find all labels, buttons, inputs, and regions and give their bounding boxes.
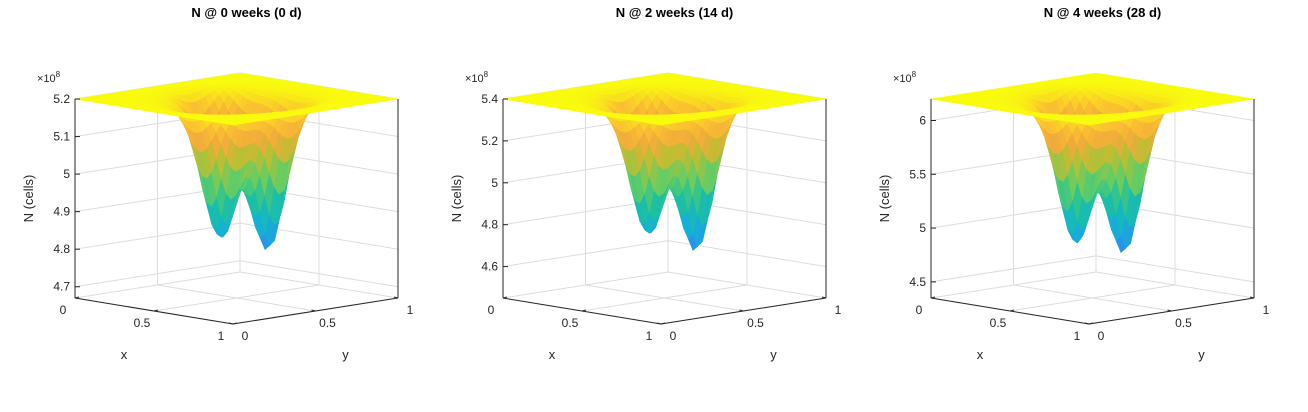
x-tick-mark — [930, 296, 936, 299]
x-tick-label: 0.5 — [562, 316, 579, 330]
floor-grid-line — [239, 271, 399, 299]
z-tick-label: 5.4 — [481, 92, 498, 106]
floor-front-edges — [74, 297, 399, 325]
x-tick-mark — [581, 309, 587, 312]
y-tick-mark — [1167, 309, 1172, 312]
x-tick-label: 1 — [218, 329, 225, 343]
z-tick-label: 5.1 — [53, 130, 70, 144]
x-tick-mark — [1009, 309, 1015, 312]
floor-grid-line — [157, 284, 316, 312]
z-tick-label: 4.9 — [53, 205, 70, 219]
surface-patch — [1084, 123, 1094, 126]
z-tick-label: 4.8 — [481, 218, 498, 232]
floor-grid-line — [585, 284, 744, 312]
x-tick-mark — [74, 296, 80, 299]
z-tick-label: 5 — [491, 176, 498, 190]
surface-panel-1: 4.7 4.8 4.9 5 5.1 5.2 0 0.5 1 0 0.5 1 x y N (cells) ×10… — [21, 5, 414, 362]
x-tick-mark — [502, 296, 508, 299]
surface-panel-2: 4.6 4.8 5 5.2 5.4 0 0.5 1 0 0.5 1 x y N (cells) ×108 N … — [449, 5, 842, 362]
z-grid-line — [74, 260, 399, 288]
chart-title: N @ 2 weeks (14 d) — [616, 5, 733, 20]
floor-grid-line — [667, 271, 827, 299]
z-axis-label: N (cells) — [449, 175, 464, 223]
chart-title: N @ 0 weeks (0 d) — [191, 5, 301, 20]
y-tick-label: 0 — [670, 329, 677, 343]
z-multiplier: ×108 — [37, 70, 61, 85]
y-tick-label: 1 — [1263, 303, 1270, 317]
z-multiplier: ×108 — [893, 70, 917, 85]
z-axis-label: N (cells) — [21, 175, 36, 223]
floor-front-edges — [930, 297, 1255, 325]
y-tick-mark — [1249, 296, 1255, 299]
x-axis-label: x — [121, 347, 128, 362]
x-tick-label: 0 — [488, 303, 495, 317]
y-tick-mark — [821, 296, 827, 299]
x-tick-mark — [232, 322, 238, 325]
z-grid-line — [502, 198, 827, 226]
axes-box: 4.5 5 5.5 6 0 0.5 1 0 0.5 1 — [909, 99, 1270, 343]
x-axis-label: x — [977, 347, 984, 362]
x-tick-label: 1 — [1074, 329, 1081, 343]
z-axis-label: N (cells) — [877, 175, 892, 223]
y-axis-label: y — [770, 347, 777, 362]
floor-front-edges — [502, 297, 827, 325]
y-tick-label: 0.5 — [319, 316, 336, 330]
x-tick-label: 0.5 — [134, 316, 151, 330]
y-tick-label: 0.5 — [1175, 316, 1192, 330]
z-grid-line — [502, 240, 827, 268]
z-tick-label: 6 — [919, 114, 926, 128]
x-tick-label: 0 — [60, 303, 67, 317]
surface-mesh — [930, 72, 1255, 253]
x-tick-mark — [153, 309, 159, 312]
y-axis-label: y — [1198, 347, 1205, 362]
y-tick-mark — [228, 322, 234, 325]
y-tick-mark — [739, 309, 744, 312]
x-tick-label: 1 — [646, 329, 653, 343]
x-tick-label: 0.5 — [990, 316, 1007, 330]
x-tick-mark — [1088, 322, 1094, 325]
y-tick-label: 0 — [242, 329, 249, 343]
surface-mesh — [502, 72, 827, 251]
z-tick-label: 5.2 — [53, 92, 70, 106]
z-multiplier: ×108 — [465, 70, 489, 85]
y-tick-label: 1 — [835, 303, 842, 317]
x-tick-label: 0 — [916, 303, 923, 317]
floor-grid-line — [1013, 284, 1172, 312]
x-tick-mark — [660, 322, 666, 325]
y-tick-label: 0 — [1098, 329, 1105, 343]
surface-patch — [656, 123, 666, 126]
y-tick-mark — [311, 309, 316, 312]
z-tick-label: 5 — [63, 167, 70, 181]
chart-title: N @ 4 weeks (28 d) — [1044, 5, 1161, 20]
z-grid-line — [74, 222, 399, 250]
surface-mesh — [74, 72, 399, 250]
z-tick-label: 4.6 — [481, 260, 498, 274]
y-tick-mark — [656, 322, 662, 325]
floor-grid-line — [1095, 271, 1255, 299]
y-tick-label: 0.5 — [747, 316, 764, 330]
axes-box: 4.6 4.8 5 5.2 5.4 0 0.5 1 0 0.5 1 — [481, 92, 841, 343]
surface-patch — [228, 123, 238, 126]
x-axis-label: x — [549, 347, 556, 362]
z-tick-label: 4.7 — [53, 280, 70, 294]
y-tick-mark — [393, 296, 399, 299]
surface-panel-3: 4.5 5 5.5 6 0 0.5 1 0 0.5 1 x y N (cells) ×108 N @ 4 w… — [877, 5, 1270, 362]
axes-box: 4.7 4.8 4.9 5 5.1 5.2 0 0.5 1 0 0.5 1 — [53, 92, 413, 343]
z-tick-label: 5 — [919, 221, 926, 235]
z-grid-line — [930, 255, 1255, 283]
y-axis-label: y — [342, 347, 349, 362]
y-tick-mark — [1084, 322, 1090, 325]
y-tick-label: 1 — [407, 303, 414, 317]
z-tick-label: 5.2 — [481, 134, 498, 148]
z-tick-label: 4.5 — [909, 275, 926, 289]
z-tick-label: 5.5 — [909, 167, 926, 181]
z-tick-label: 4.8 — [53, 242, 70, 256]
